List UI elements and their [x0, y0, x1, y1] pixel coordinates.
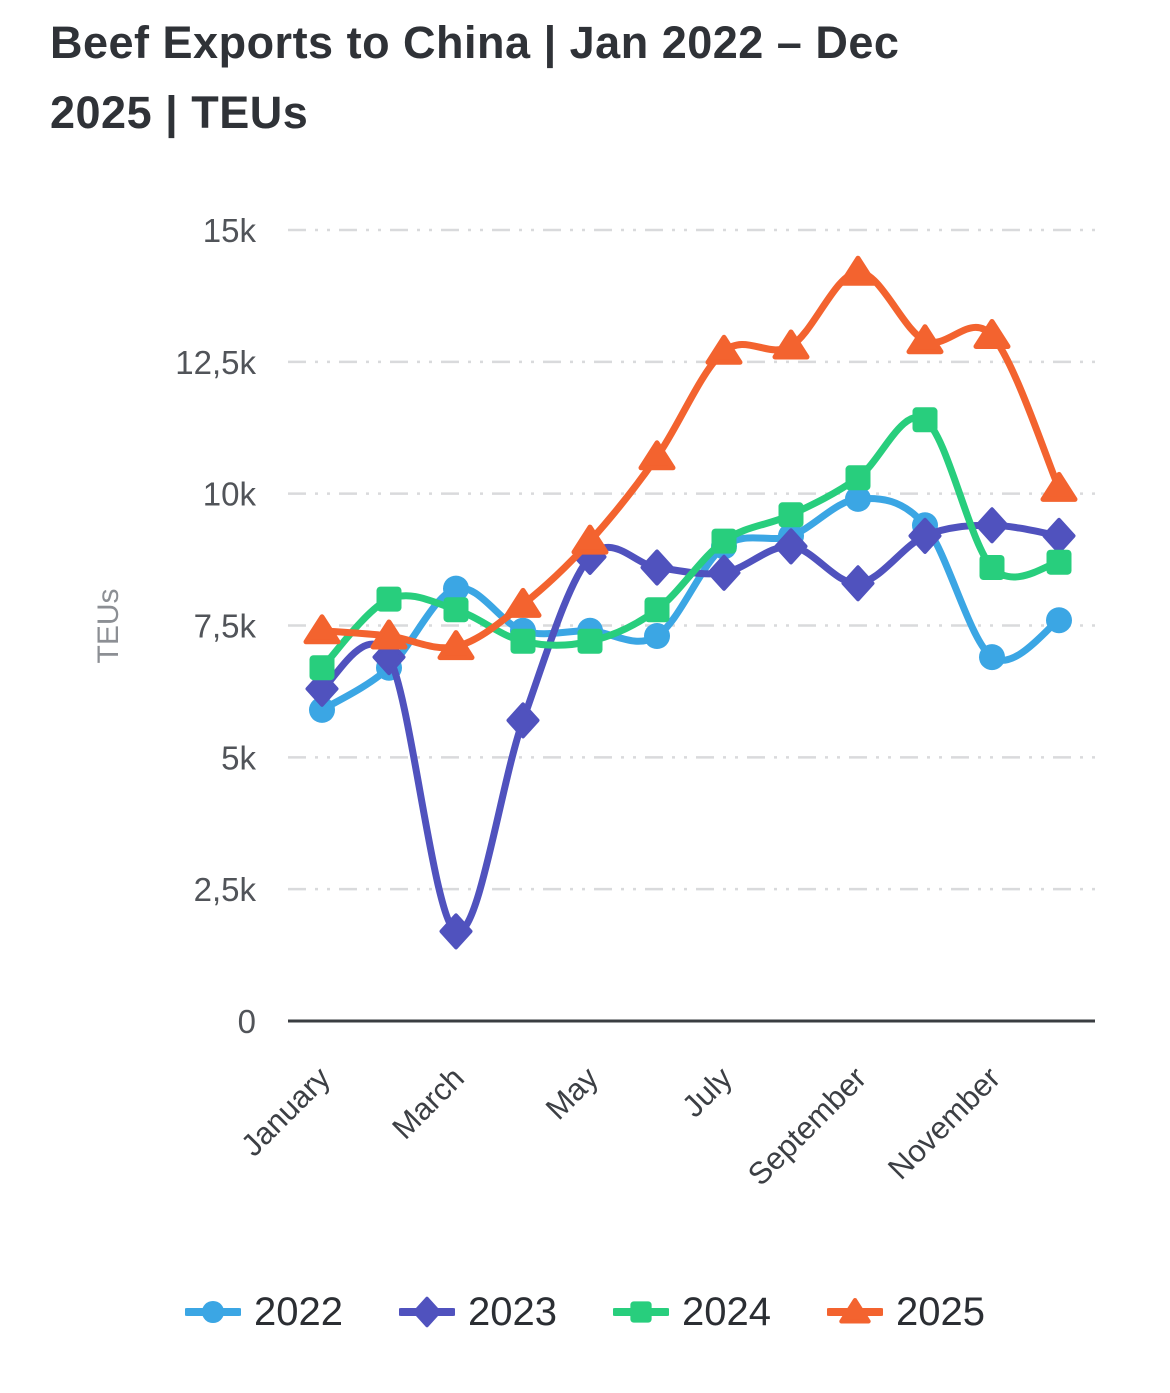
marker-2022-January [309, 696, 335, 723]
marker-2022-September [845, 485, 871, 512]
y-tick-label: 12,5k [175, 344, 256, 381]
marker-2023-October [908, 517, 942, 554]
marker-2025-June [638, 440, 676, 471]
y-axis-tick-labels: 0 2,5k 5k 7,5k 10k 12,5k 15k [175, 212, 256, 1040]
y-tick-label: 7,5k [194, 608, 257, 645]
series-2024 [309, 407, 1072, 681]
y-tick-label: 0 [238, 1003, 256, 1040]
legend-item-2025[interactable]: 2025 [826, 1289, 985, 1335]
x-tick-label: November [881, 1060, 1007, 1186]
marker-2024-March [443, 597, 469, 623]
marker-2025-January [303, 614, 341, 645]
marker-2023-April [506, 702, 540, 739]
y-tick-label: 10k [203, 476, 257, 513]
x-tick-label: March [385, 1060, 471, 1146]
marker-2024-December [1046, 549, 1072, 575]
series-line-2023 [318, 521, 1063, 935]
legend-marker-shape [839, 1297, 871, 1324]
legend-item-2022[interactable]: 2022 [185, 1290, 343, 1335]
legend-marker-shape [630, 1301, 652, 1323]
y-tick-label: 15k [203, 212, 257, 249]
marker-2025-August [772, 329, 810, 360]
legend-marker-shape [201, 1300, 225, 1324]
marker-2023-June [640, 549, 674, 586]
legend-diamond-marker-icon [399, 1296, 456, 1328]
marker-2025-October [906, 324, 944, 355]
page-title: Beef Exports to China | Jan 2022 – Dec 2… [50, 8, 1110, 148]
legend-marker-shape [412, 1296, 442, 1328]
marker-2025-November [973, 319, 1011, 349]
legend-label-2024: 2024 [682, 1289, 771, 1334]
x-tick-label: May [539, 1060, 606, 1127]
marker-2022-November [979, 644, 1005, 671]
marker-2023-March [439, 913, 473, 950]
marker-2025-September [839, 255, 877, 286]
y-tick-label: 5k [221, 739, 256, 776]
x-tick-label: September [741, 1060, 873, 1192]
marker-2025-April [504, 587, 542, 618]
page-title-line-2: 2025 | TEUs [50, 87, 309, 138]
x-axis-tick-labels: January March May July September November [234, 1060, 1007, 1192]
series-2023 [305, 507, 1076, 950]
marker-2023-December [1042, 517, 1076, 554]
marker-2024-January [309, 655, 335, 681]
marker-2024-October [912, 407, 938, 433]
series-2025 [303, 255, 1078, 661]
y-axis-title: TEUs [92, 589, 125, 664]
marker-2022-June [644, 623, 670, 649]
marker-2024-February [376, 586, 402, 612]
marker-2024-November [979, 555, 1005, 580]
marker-2023-September [841, 565, 875, 602]
marker-2024-September [845, 465, 871, 491]
x-tick-label: July [675, 1060, 739, 1124]
marker-2023-January [305, 670, 339, 707]
legend-item-2023[interactable]: 2023 [399, 1290, 557, 1335]
marker-2024-April [510, 628, 536, 654]
marker-2023-July [707, 554, 741, 591]
marker-2025-December [1040, 471, 1078, 502]
legend-triangle-marker-icon [826, 1297, 883, 1324]
marker-2023-August [774, 528, 808, 565]
marker-2024-July [711, 528, 737, 554]
y-tick-label: 2,5k [194, 871, 257, 908]
legend-label-2025: 2025 [895, 1289, 985, 1334]
marker-2025-March [437, 630, 475, 661]
marker-2024-August [778, 502, 804, 528]
series-2022 [309, 485, 1072, 723]
legend-label-2022: 2022 [254, 1289, 344, 1334]
marker-2023-November [975, 507, 1009, 544]
series-line-2024 [318, 413, 1063, 672]
marker-2022-December [1046, 607, 1072, 634]
marker-2024-June [644, 597, 670, 623]
marker-2025-May [571, 524, 609, 555]
legend-circle-marker-icon [185, 1300, 242, 1324]
legend-item-2024[interactable]: 2024 [613, 1290, 771, 1335]
marker-2025-July [705, 334, 743, 365]
page-title-line-1: Beef Exports to China | Jan 2022 – Dec [50, 17, 900, 68]
x-tick-label: January [234, 1060, 337, 1163]
marker-2022-March [443, 575, 469, 602]
legend-square-marker-icon [613, 1301, 669, 1323]
marker-2025-February [370, 619, 408, 650]
chart-legend: 2022 2023 2024 2025 [0, 1280, 1170, 1344]
marker-2024-May [577, 628, 603, 654]
legend-label-2023: 2023 [468, 1289, 557, 1334]
